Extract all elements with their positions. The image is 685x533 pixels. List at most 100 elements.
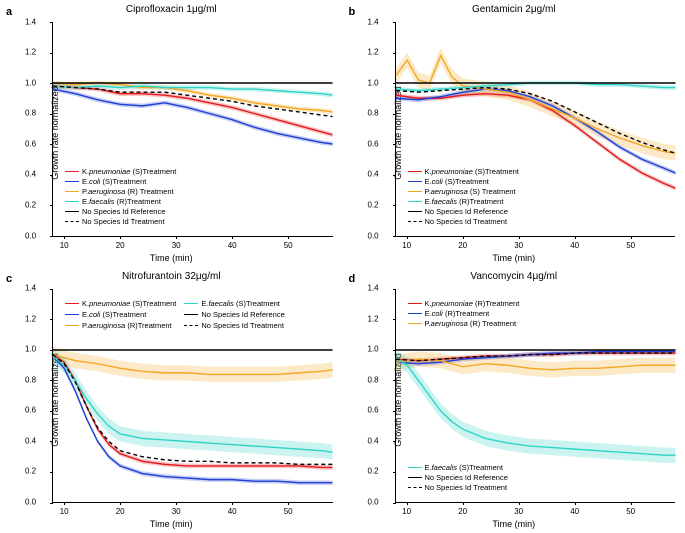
legend-label: No Species Id Reference <box>82 207 165 216</box>
legend-item-ecoli: E.coli (S)Treatment <box>65 177 176 186</box>
x-tick: 50 <box>284 241 293 250</box>
legend-swatch <box>65 221 79 222</box>
legend-item-paeruginosa: P.aeruginosa (R) Treatment <box>408 319 520 328</box>
legend-label: No Species Id Reference <box>425 473 508 482</box>
legend: K.pneumoniae (S)TreatmentE.coli (S)Treat… <box>61 295 289 334</box>
y-tick: 1.2 <box>368 314 379 323</box>
y-tick: 0.6 <box>25 406 36 415</box>
legend-swatch <box>184 325 198 326</box>
legend-item-paeruginosa: P.aeruginosa (R)Treatment <box>65 321 176 330</box>
y-tick: 0.0 <box>368 498 379 507</box>
legend-item-efaecalis: E.faecalis (R)Treatment <box>65 197 176 206</box>
legend-swatch <box>65 325 79 326</box>
legend-swatch <box>65 201 79 202</box>
legend-swatch <box>408 181 422 182</box>
y-tick: 0.4 <box>368 436 379 445</box>
legend-label: P.aeruginosa (S) Treatment <box>425 187 516 196</box>
y-tick: 1.0 <box>368 78 379 87</box>
legend-swatch <box>184 303 198 304</box>
legend-item-kpneumoniae: K.pneumoniae (S)Treatment <box>65 299 176 308</box>
legend-swatch <box>408 323 422 324</box>
legend-swatch <box>408 467 422 468</box>
y-tick: 0.2 <box>25 200 36 209</box>
legend-swatch <box>408 211 422 212</box>
y-tick: 1.4 <box>25 17 36 26</box>
legend-swatch <box>65 181 79 182</box>
x-tick: 20 <box>116 507 125 516</box>
legend-label: No Species Id Reference <box>201 310 284 319</box>
legend-item-paeruginosa: P.aeruginosa (R) Treatment <box>65 187 176 196</box>
chart-title: Nitrofurantoin 32μg/ml <box>0 271 343 282</box>
y-tick: 1.2 <box>25 48 36 57</box>
y-tick: 1.2 <box>25 314 36 323</box>
y-tick: 0.8 <box>25 109 36 118</box>
legend-item-ecoli: E.coli (S)Treatment <box>408 177 519 186</box>
plot-area: 0.00.20.40.60.81.01.21.41020304050K.pneu… <box>395 22 676 237</box>
x-axis-label: Time (min) <box>0 519 343 529</box>
x-tick: 20 <box>458 507 467 516</box>
legend-label: E.faecalis (S)Treatment <box>425 463 504 472</box>
y-tick: 0.2 <box>25 467 36 476</box>
legend-item-kpneumoniae: K.pneumoniae (S)Treatment <box>65 167 176 176</box>
legend-label: K.pneumoniae (S)Treatment <box>425 167 519 176</box>
legend-bottom: E.faecalis (S)TreatmentNo Species Id Ref… <box>404 459 512 496</box>
legend: K.pneumoniae (S)TreatmentE.coli (S)Treat… <box>61 163 180 230</box>
y-tick: 0.0 <box>25 231 36 240</box>
legend-item-efaecalis: E.faecalis (S)Treatment <box>408 463 508 472</box>
legend-swatch <box>65 314 79 315</box>
y-tick: 1.0 <box>25 78 36 87</box>
series-band-paeruginosa <box>53 346 333 381</box>
legend-swatch <box>184 314 198 315</box>
legend-item-treat: No Species Id Treatment <box>408 483 508 492</box>
y-tick: 0.4 <box>368 170 379 179</box>
y-tick: 1.0 <box>368 345 379 354</box>
x-tick: 40 <box>228 507 237 516</box>
x-tick: 10 <box>402 507 411 516</box>
legend-item-treat: No Species Id Treatment <box>65 217 176 226</box>
y-tick: 0.4 <box>25 436 36 445</box>
legend-swatch <box>408 191 422 192</box>
legend-label: No Species Id Treatment <box>425 217 508 226</box>
y-tick: 0.8 <box>368 375 379 384</box>
y-tick: 1.4 <box>368 284 379 293</box>
legend-swatch <box>408 171 422 172</box>
y-tick: 0.6 <box>25 139 36 148</box>
plot-area: 0.00.20.40.60.81.01.21.41020304050K.pneu… <box>395 289 676 504</box>
legend-item-ref: No Species Id Reference <box>408 207 519 216</box>
legend-swatch <box>408 201 422 202</box>
x-tick: 30 <box>172 241 181 250</box>
legend-label: K.pneumoniae (R)Treatment <box>425 299 520 308</box>
legend-item-ref: No Species Id Reference <box>184 310 284 319</box>
y-tick: 0.4 <box>25 170 36 179</box>
legend-swatch <box>408 477 422 478</box>
x-axis-label: Time (min) <box>343 253 685 263</box>
x-tick: 50 <box>626 241 635 250</box>
legend-label: E.coli (S)Treatment <box>82 177 146 186</box>
legend-swatch <box>65 211 79 212</box>
y-tick: 0.0 <box>25 498 36 507</box>
plot-area: 0.00.20.40.60.81.01.21.41020304050K.pneu… <box>52 289 333 504</box>
legend-label: E.faecalis (S)Treatment <box>201 299 280 308</box>
panel-b: bGentamicin 2μg/mlGrowth rate normalized… <box>343 0 685 267</box>
legend-label: E.faecalis (R)Treatment <box>82 197 161 206</box>
legend-label: No Species Id Reference <box>425 207 508 216</box>
legend-item-treat: No Species Id Treatment <box>408 217 519 226</box>
legend-label: K.pneumoniae (S)Treatment <box>82 167 176 176</box>
x-tick: 10 <box>60 507 69 516</box>
legend-item-treat: No Species Id Treatment <box>184 321 284 330</box>
x-tick: 10 <box>60 241 69 250</box>
legend-item-kpneumoniae: K.pneumoniae (R)Treatment <box>408 299 520 308</box>
legend-label: E.coli (S)Treatment <box>425 177 489 186</box>
x-tick: 20 <box>458 241 467 250</box>
x-tick: 30 <box>514 507 523 516</box>
x-axis-label: Time (min) <box>0 253 343 263</box>
legend-swatch <box>408 303 422 304</box>
panel-c: cNitrofurantoin 32μg/mlGrowth rate norma… <box>0 267 343 533</box>
y-tick: 1.4 <box>368 17 379 26</box>
x-tick: 40 <box>570 241 579 250</box>
legend-label: No Species Id Treatment <box>201 321 284 330</box>
legend-item-ref: No Species Id Reference <box>408 473 508 482</box>
x-tick: 30 <box>514 241 523 250</box>
legend-swatch <box>408 221 422 222</box>
y-tick: 0.0 <box>368 231 379 240</box>
